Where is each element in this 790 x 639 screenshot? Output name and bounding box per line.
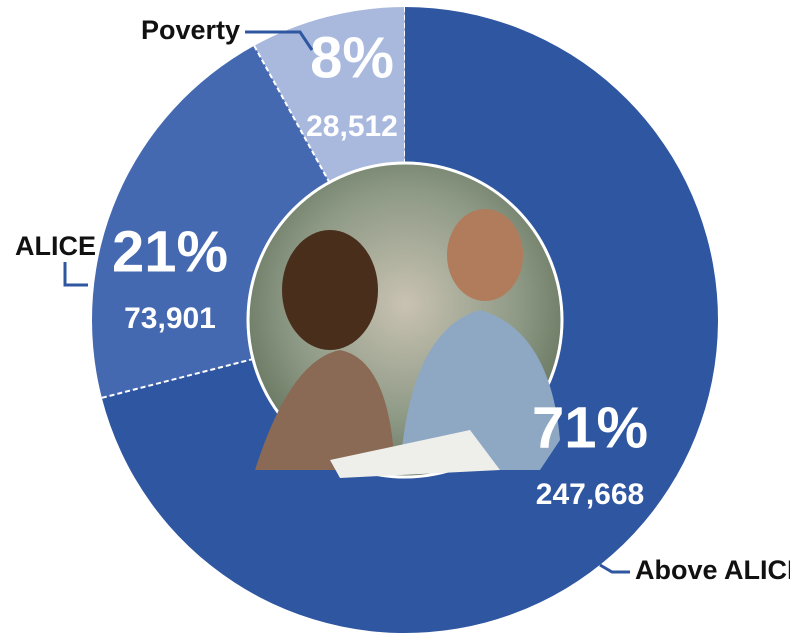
percent-label: 21%: [112, 219, 228, 284]
count-label: 28,512: [306, 110, 398, 143]
category-label: Poverty: [141, 15, 240, 45]
separator: [253, 45, 331, 183]
separator: [101, 358, 254, 399]
slices: [92, 7, 718, 634]
slice: [92, 45, 330, 398]
slice: [101, 7, 718, 634]
slice: [254, 7, 405, 183]
category-label: Above ALICE: [635, 555, 790, 585]
photo: [246, 161, 564, 479]
count-label: 73,901: [124, 302, 216, 335]
percent-label: 8%: [310, 25, 394, 90]
leader-lines: [63, 30, 630, 574]
percent-label: 71%: [532, 395, 648, 460]
count-label: 247,668: [536, 478, 644, 511]
category-label: ALICE: [15, 231, 96, 261]
